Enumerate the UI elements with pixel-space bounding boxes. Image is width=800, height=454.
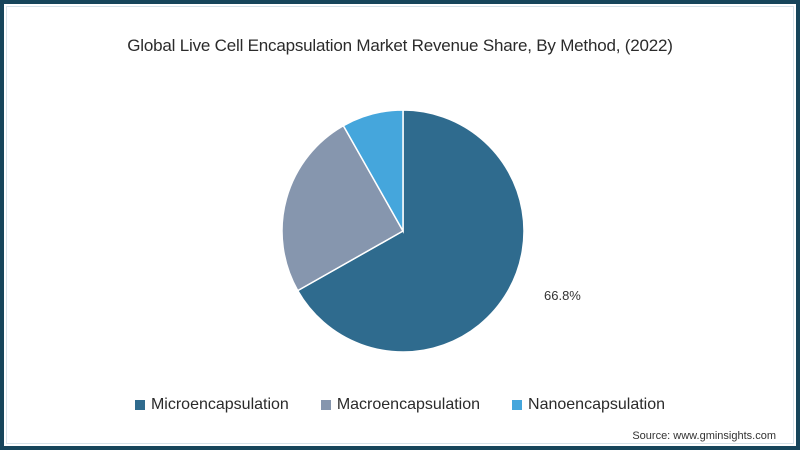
legend-label: Macroencapsulation [336, 396, 481, 413]
legend-swatch-icon [512, 400, 523, 410]
source-text: Source: www.gminsights.com [632, 430, 776, 442]
legend-swatch-icon [320, 400, 331, 410]
legend-item-macroencapsulation: Macroencapsulation [320, 396, 481, 414]
pie-chart [281, 109, 525, 353]
legend-swatch-icon [134, 400, 145, 410]
legend-label: Microencapsulation [150, 396, 289, 413]
data-label-microencapsulation: 66.8% [544, 288, 581, 303]
chart-title: Global Live Cell Encapsulation Market Re… [127, 36, 673, 55]
legend-item-nanoencapsulation: Nanoencapsulation [512, 396, 665, 414]
pie-slice-macroencapsulation [281, 124, 405, 292]
legend-label: Nanoencapsulation [528, 396, 666, 413]
legend-item-microencapsulation: Microencapsulation [134, 396, 289, 414]
pie-slice-nanoencapsulation [342, 109, 404, 234]
chart-inner-border [6, 6, 794, 444]
legend: Microencapsulation Macroencapsulation Na… [4, 396, 796, 414]
pie-slice-microencapsulation [296, 109, 525, 353]
